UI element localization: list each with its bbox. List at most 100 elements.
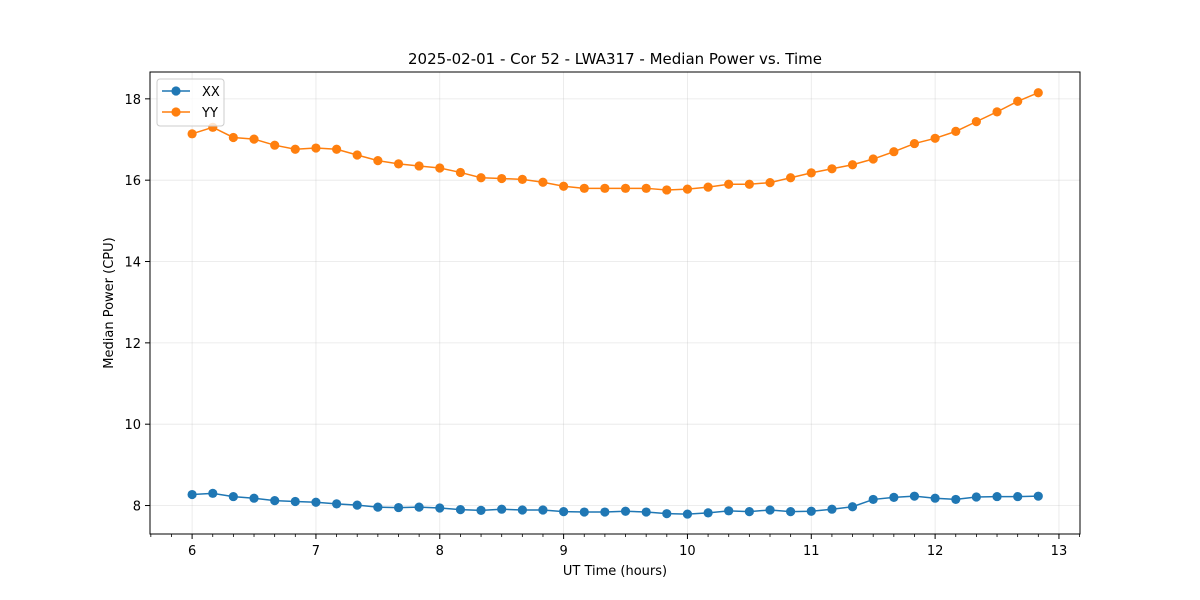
data-point-yy	[889, 147, 899, 157]
data-point-yy	[249, 134, 259, 144]
data-point-yy	[228, 132, 238, 143]
data-point-xx	[765, 505, 775, 515]
data-point-yy	[393, 159, 404, 169]
data-point-xx	[600, 507, 610, 517]
data-point-yy	[476, 173, 486, 183]
data-point-yy	[270, 140, 280, 150]
legend-label-xx: XX	[202, 85, 220, 100]
data-point-xx	[889, 492, 899, 502]
y-tick-label: 16	[124, 174, 141, 189]
data-point-yy	[971, 117, 981, 127]
data-point-xx	[270, 496, 280, 506]
data-point-yy	[373, 156, 383, 166]
data-point-yy	[455, 167, 466, 178]
legend-item-xx: XX	[162, 85, 220, 100]
data-point-xx	[744, 507, 754, 517]
data-point-xx	[559, 507, 569, 517]
data-point-xx	[497, 504, 507, 514]
y-tick-label: 14	[124, 256, 141, 271]
legend-marker-xx	[171, 86, 181, 96]
data-point-xx	[208, 488, 218, 498]
data-point-yy	[641, 183, 651, 193]
data-point-xx	[249, 493, 259, 503]
data-point-yy	[600, 183, 610, 193]
data-point-yy	[1013, 96, 1023, 106]
data-point-xx	[971, 492, 981, 502]
data-point-xx	[620, 506, 631, 516]
x-tick-label: 6	[188, 544, 196, 559]
data-point-yy	[827, 164, 837, 174]
legend: XX YY	[156, 78, 225, 127]
data-point-yy	[930, 133, 940, 143]
x-tick-label: 13	[1051, 544, 1068, 559]
data-point-yy	[579, 183, 589, 193]
data-point-yy	[682, 184, 693, 194]
data-point-xx	[352, 500, 362, 510]
data-point-xx	[992, 491, 1002, 502]
data-point-yy	[497, 173, 507, 184]
data-point-xx	[662, 509, 672, 519]
series-xx	[187, 488, 1043, 519]
data-point-yy	[744, 179, 754, 189]
y-axis-label: Median Power (CPU)	[102, 237, 117, 368]
data-point-xx	[455, 504, 466, 515]
data-point-xx	[476, 505, 486, 516]
legend-label-yy: YY	[201, 106, 218, 121]
data-point-yy	[435, 163, 445, 173]
data-point-yy	[290, 144, 300, 154]
data-point-xx	[909, 491, 920, 501]
data-point-yy	[951, 126, 961, 136]
data-point-xx	[187, 489, 197, 500]
data-point-xx	[435, 503, 445, 513]
data-point-xx	[414, 502, 424, 512]
data-point-xx	[228, 491, 238, 502]
data-point-yy	[517, 174, 527, 184]
data-point-yy	[992, 107, 1002, 117]
data-point-xx	[311, 497, 321, 507]
data-point-xx	[1033, 491, 1043, 501]
data-point-xx	[868, 494, 878, 505]
data-point-yy	[352, 150, 362, 160]
data-point-xx	[290, 496, 300, 507]
x-tick-label: 7	[312, 544, 320, 559]
x-tick-label: 8	[436, 544, 444, 559]
data-point-yy	[765, 178, 775, 188]
y-tick-label: 8	[133, 500, 141, 515]
legend-item-yy: YY	[162, 106, 218, 121]
data-point-xx	[393, 502, 404, 513]
data-point-yy	[724, 179, 734, 189]
y-tick-label: 10	[124, 418, 141, 433]
data-point-xx	[579, 507, 589, 517]
data-point-xx	[724, 506, 734, 516]
data-point-yy	[414, 161, 424, 171]
data-point-yy	[332, 144, 342, 154]
data-point-xx	[1013, 491, 1023, 502]
x-tick-label: 10	[679, 544, 696, 559]
data-point-yy	[1033, 88, 1043, 98]
data-point-xx	[847, 502, 858, 512]
data-point-xx	[373, 502, 383, 512]
series-yy	[187, 88, 1043, 195]
x-tick-label: 12	[927, 544, 944, 559]
legend-marker-yy	[171, 107, 181, 117]
x-axis-label: UT Time (hours)	[563, 564, 667, 579]
series-layer	[187, 88, 1043, 519]
data-point-yy	[538, 177, 548, 187]
data-point-yy	[806, 168, 816, 178]
data-point-yy	[785, 173, 796, 183]
data-point-xx	[951, 494, 961, 505]
data-point-yy	[703, 182, 713, 192]
tick-layer: 6 7 8 9 10 11 12 13 8 10 12 14 16 18	[124, 93, 1080, 559]
data-point-yy	[662, 185, 672, 195]
y-tick-label: 18	[124, 93, 141, 108]
data-point-xx	[682, 509, 693, 519]
x-tick-label: 11	[803, 544, 820, 559]
x-tick-label: 9	[559, 544, 567, 559]
data-point-yy	[847, 160, 858, 170]
data-point-yy	[620, 183, 631, 193]
data-point-yy	[187, 129, 197, 139]
data-point-xx	[930, 493, 940, 503]
data-point-xx	[703, 508, 713, 518]
data-point-xx	[332, 499, 342, 509]
